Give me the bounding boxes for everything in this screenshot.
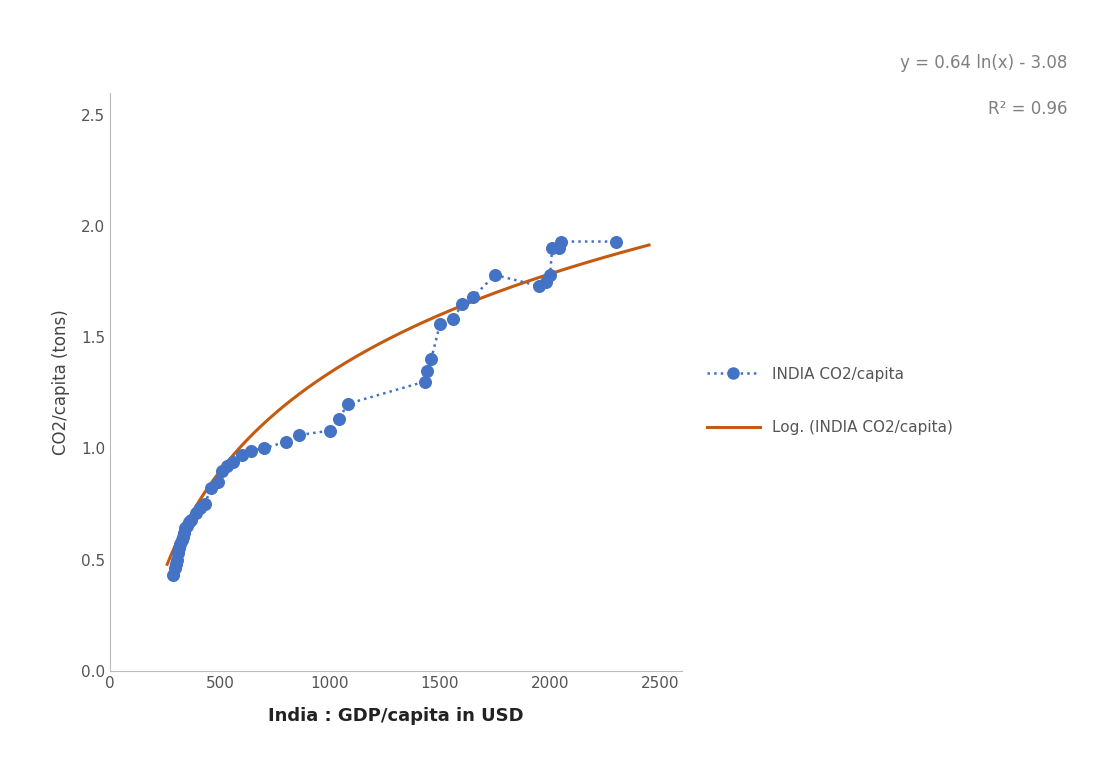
Point xyxy=(444,313,462,325)
Point xyxy=(290,429,308,441)
Legend: INDIA CO2/capita, Log. (INDIA CO2/capita): INDIA CO2/capita, Log. (INDIA CO2/capita… xyxy=(701,361,959,441)
Point xyxy=(242,444,260,456)
Point xyxy=(176,522,194,534)
Point xyxy=(164,569,182,581)
Point xyxy=(169,547,187,559)
Point xyxy=(550,242,568,254)
Point xyxy=(255,443,273,455)
Point xyxy=(339,398,356,410)
Point xyxy=(218,460,235,473)
Point xyxy=(416,375,433,388)
Point xyxy=(418,365,436,377)
Point xyxy=(168,554,186,566)
Point xyxy=(422,353,440,365)
Point xyxy=(213,464,231,476)
Y-axis label: CO2/capita (tons): CO2/capita (tons) xyxy=(52,308,70,455)
Point xyxy=(530,280,548,292)
Point xyxy=(191,502,209,514)
Point xyxy=(178,520,196,532)
Point xyxy=(464,291,482,303)
Point xyxy=(202,482,220,494)
Point xyxy=(453,298,471,310)
Text: y = 0.64 ln(x) - 3.08: y = 0.64 ln(x) - 3.08 xyxy=(900,54,1067,72)
Point xyxy=(321,424,339,436)
Point xyxy=(175,527,192,539)
Point xyxy=(187,507,205,519)
Point xyxy=(541,269,559,281)
Point xyxy=(543,242,561,254)
Point xyxy=(166,562,184,574)
Point xyxy=(330,413,348,426)
Point xyxy=(607,235,625,247)
Point xyxy=(183,513,200,526)
Point xyxy=(233,449,251,461)
Text: R² = 0.96: R² = 0.96 xyxy=(988,100,1067,118)
Point xyxy=(552,235,570,247)
Point xyxy=(209,476,227,488)
Point xyxy=(277,436,295,448)
Point xyxy=(224,456,242,468)
Point xyxy=(170,542,188,554)
Point xyxy=(431,318,449,330)
Point xyxy=(196,498,213,510)
Point xyxy=(486,269,504,281)
Point xyxy=(537,275,554,288)
Point xyxy=(180,516,198,528)
Point xyxy=(172,538,189,550)
Point xyxy=(174,531,191,544)
X-axis label: India : GDP/capita in USD: India : GDP/capita in USD xyxy=(268,707,524,726)
Point xyxy=(167,558,185,571)
Point xyxy=(173,534,190,546)
